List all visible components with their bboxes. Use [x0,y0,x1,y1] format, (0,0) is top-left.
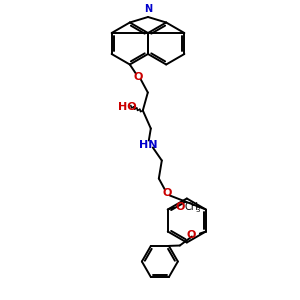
Text: O: O [187,230,196,241]
Text: 3: 3 [196,208,200,214]
Text: N: N [144,4,152,14]
Text: O: O [133,71,142,82]
Text: HN: HN [139,140,157,149]
Text: CH: CH [185,202,199,212]
Text: O: O [176,202,185,212]
Text: HO: HO [118,101,136,112]
Text: O: O [162,188,172,197]
